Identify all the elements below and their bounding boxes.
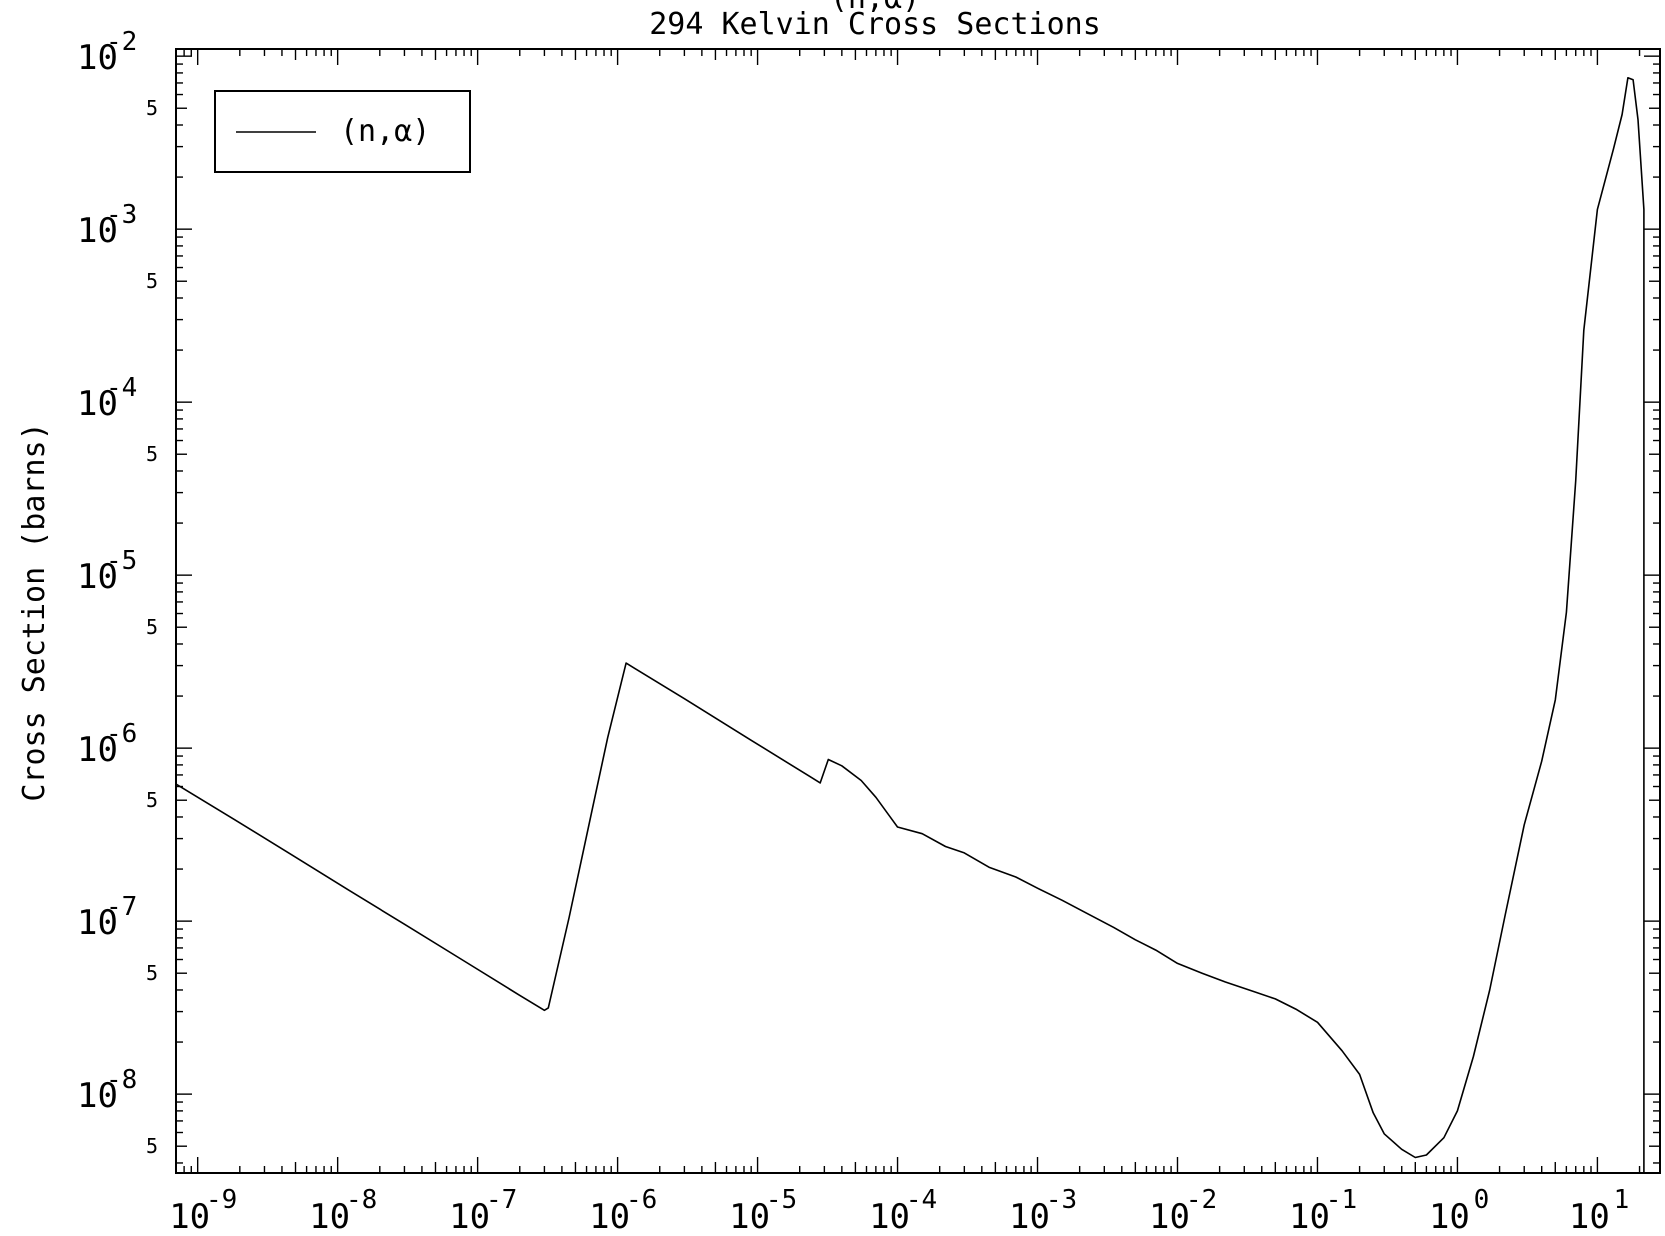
x-tick-label: 10 <box>449 1197 490 1236</box>
y-tick-exponent: -8 <box>106 1065 137 1095</box>
y-tick-label: 10 <box>77 903 118 943</box>
x-tick-label: 10 <box>1429 1197 1470 1236</box>
legend-entry-label: (n,α) <box>340 114 430 149</box>
x-tick-label: 10 <box>729 1197 770 1236</box>
y-tick-exponent: -3 <box>106 200 137 230</box>
x-tick-exponent: 0 <box>1474 1185 1490 1215</box>
y-tick-exponent: -4 <box>106 373 137 403</box>
y-tick-label: 10 <box>77 38 118 78</box>
y-minor-label: 5 <box>146 1134 158 1158</box>
x-tick-label: 10 <box>869 1197 910 1236</box>
y-tick-labels: 10-210-310-410-510-610-710-8 <box>77 27 137 1116</box>
x-tick-exponent: 1 <box>1614 1185 1630 1215</box>
x-tick-labels: 10-9 10-8 10-7 10-6 10-5 10-4 10-3 10-2 10-1 10 0 1… <box>169 1185 1629 1236</box>
major-ticks <box>176 49 1660 1173</box>
x-tick-label: 10 <box>1289 1197 1330 1236</box>
y-tick-label: 10 <box>77 1076 118 1116</box>
x-tick-exponent: -8 <box>346 1185 377 1215</box>
y-tick-label: 10 <box>77 730 118 770</box>
y-minor-label: 5 <box>146 961 158 985</box>
y-axis-label: Cross Section (barns) <box>17 422 52 801</box>
x-tick-exponent: -5 <box>766 1185 797 1215</box>
y-minor-label: 5 <box>146 96 158 120</box>
x-tick-label: 10 <box>589 1197 630 1236</box>
y-minor-label: 5 <box>146 788 158 812</box>
chart-title-partial: (n,α) <box>830 0 920 16</box>
y-tick-label: 10 <box>77 557 118 597</box>
y-tick-exponent: -2 <box>106 27 137 57</box>
plot-frame <box>175 48 1661 1174</box>
y-tick-exponent: -7 <box>106 892 137 922</box>
x-tick-exponent: -4 <box>906 1185 937 1215</box>
x-tick-label: 10 <box>1569 1197 1610 1236</box>
x-tick-exponent: -3 <box>1046 1185 1077 1215</box>
series-layer <box>175 77 1645 1173</box>
x-tick-label: 10 <box>309 1197 350 1236</box>
x-tick-exponent: -2 <box>1186 1185 1217 1215</box>
y-tick-exponent: -5 <box>106 546 137 576</box>
y-minor-labels: 5 5 5 5 5 5 5 <box>146 96 158 1158</box>
y-tick-label: 10 <box>77 384 118 424</box>
series-line-n-alpha <box>175 77 1645 1173</box>
y-minor-label: 5 <box>146 269 158 293</box>
minor-ticks <box>175 49 1660 1173</box>
x-tick-exponent: -6 <box>626 1185 657 1215</box>
x-tick-label: 10 <box>1009 1197 1050 1236</box>
y-tick-exponent: -6 <box>106 719 137 749</box>
x-tick-label: 10 <box>1149 1197 1190 1236</box>
x-tick-exponent: -7 <box>486 1185 517 1215</box>
y-minor-label: 5 <box>146 615 158 639</box>
x-tick-exponent: -1 <box>1326 1185 1357 1215</box>
y-minor-label: 5 <box>146 442 158 466</box>
legend: (n,α) <box>214 90 471 173</box>
y-tick-label: 10 <box>77 211 118 251</box>
x-tick-exponent: -9 <box>206 1185 237 1215</box>
x-tick-label: 10 <box>169 1197 210 1236</box>
chart-title: 294 Kelvin Cross Sections <box>649 7 1101 42</box>
